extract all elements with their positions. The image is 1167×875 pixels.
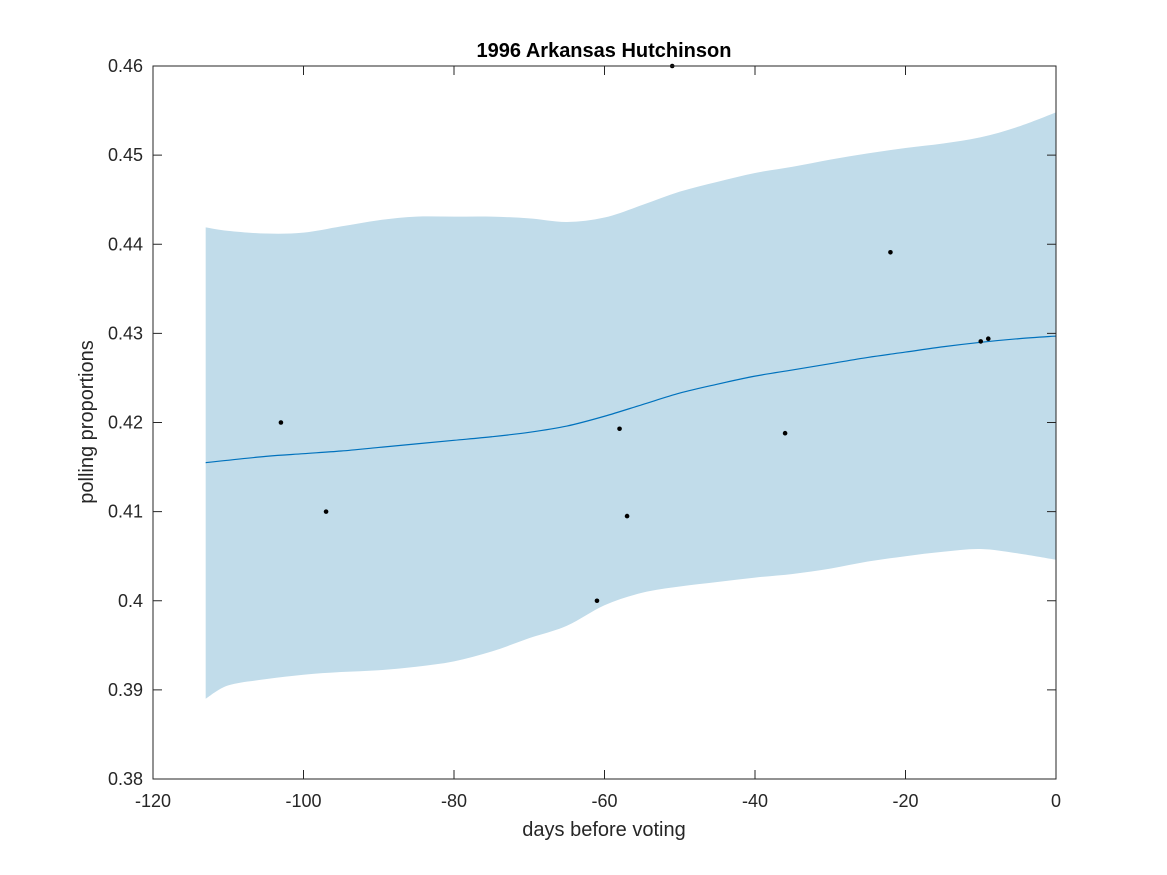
y-tick-label: 0.41 <box>108 502 143 522</box>
y-tick-label: 0.45 <box>108 145 143 165</box>
data-point <box>278 420 284 425</box>
y-tick-label: 0.39 <box>108 680 143 700</box>
data-point <box>323 509 329 514</box>
y-tick-label: 0.38 <box>108 769 143 789</box>
x-tick-label: -100 <box>285 791 321 811</box>
x-tick-label: -60 <box>591 791 617 811</box>
x-tick-label: 0 <box>1051 791 1061 811</box>
trend-line <box>205 335 1057 464</box>
y-tick-label: 0.4 <box>118 591 143 611</box>
data-point <box>624 513 630 519</box>
data-point <box>978 339 984 344</box>
y-tick-label: 0.46 <box>108 56 143 76</box>
y-tick-label: 0.42 <box>108 413 143 433</box>
y-axis-label: polling proportions <box>76 340 98 503</box>
chart-title: 1996 Arkansas Hutchinson <box>477 40 732 62</box>
data-point <box>782 430 788 436</box>
y-tick-label: 0.43 <box>108 323 143 343</box>
data-point <box>617 426 622 432</box>
x-tick-label: -20 <box>892 791 918 811</box>
data-point <box>985 336 991 342</box>
data-point <box>594 598 600 604</box>
data-point <box>888 249 893 255</box>
x-axis-label: days before voting <box>522 819 685 841</box>
confidence-band <box>205 112 1056 699</box>
x-tick-label: -40 <box>742 791 768 811</box>
y-tick-label: 0.44 <box>108 234 143 254</box>
x-tick-label: -80 <box>441 791 467 811</box>
x-tick-label: -120 <box>135 791 171 811</box>
